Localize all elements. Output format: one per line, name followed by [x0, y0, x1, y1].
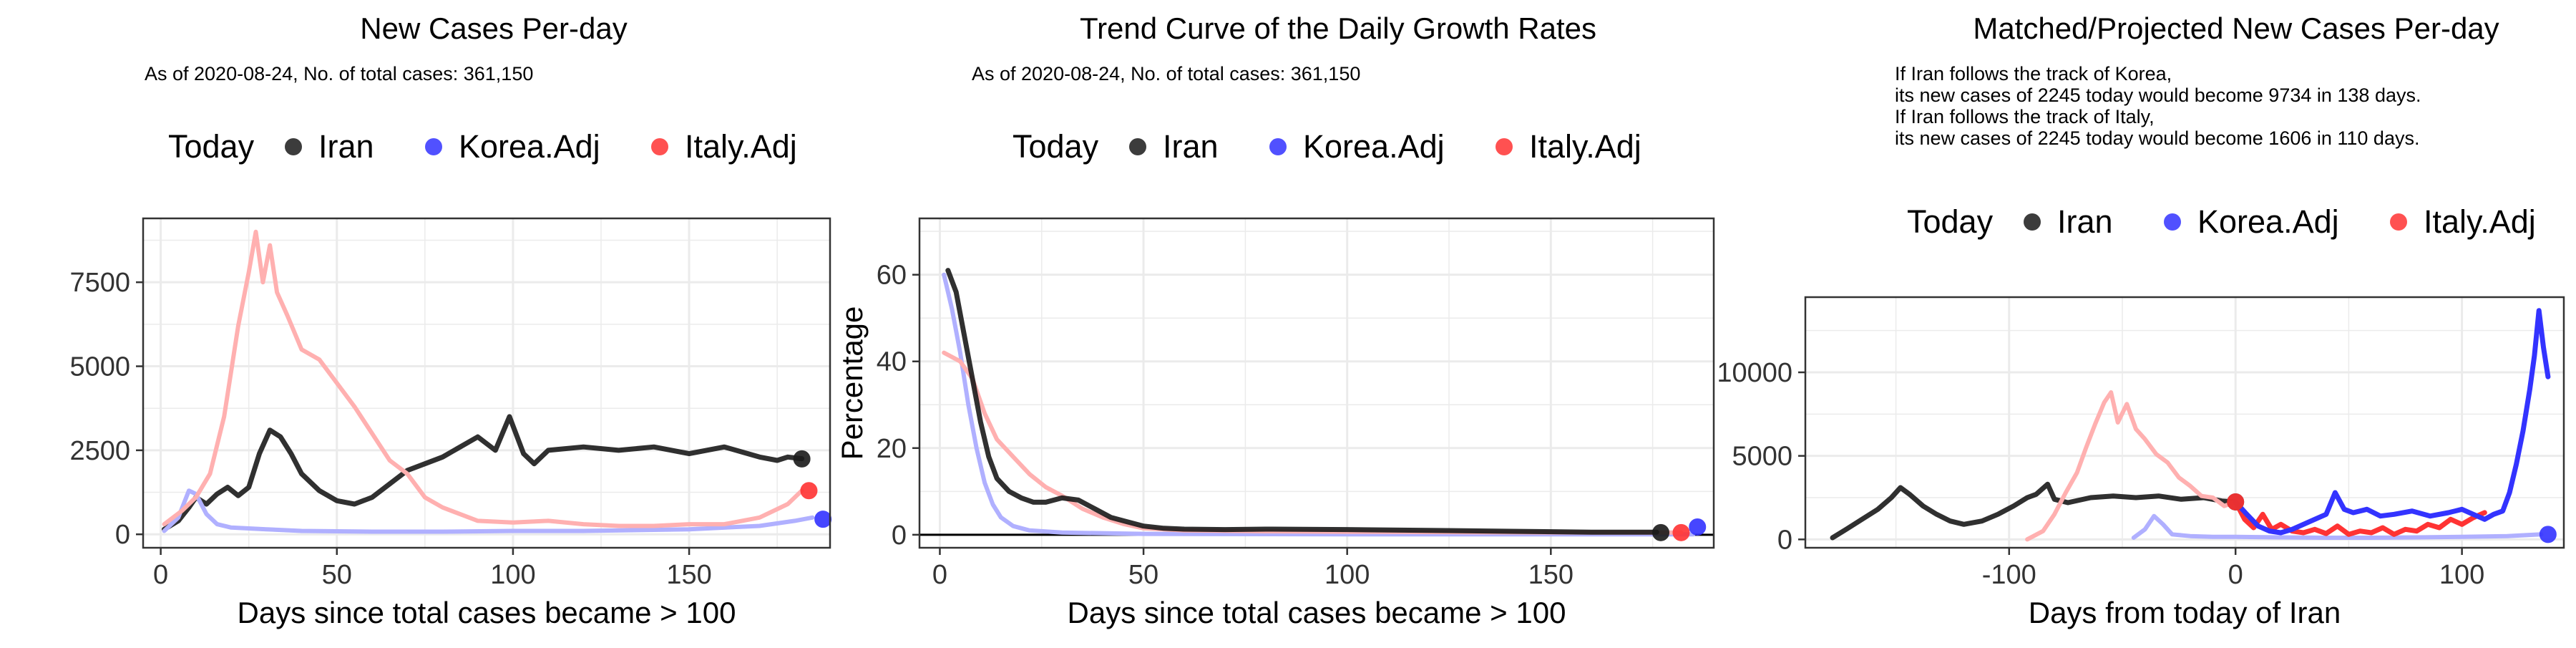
y-tick-label: 40: [877, 347, 907, 377]
chart-subtitle-line: If Iran follows the track of Korea,: [1895, 63, 2172, 84]
y-tick-label: 10000: [1717, 358, 1792, 388]
today-point-italy: [800, 482, 818, 500]
series-line-italy_ref: [162, 229, 804, 528]
chart-subtitle-line: If Iran follows the track of Italy,: [1895, 106, 2155, 127]
legend: Today Iran Korea.Adj Italy.Adj: [168, 128, 797, 165]
legend-label-korea: Korea.Adj: [1303, 128, 1445, 165]
today-point-korea: [2539, 526, 2557, 543]
legend-title: Today: [168, 128, 255, 165]
legend-key-italy: [651, 138, 668, 155]
legend-key-iran: [285, 138, 302, 155]
x-tick-label: 100: [2439, 560, 2484, 590]
series-line-korea_ref: [2131, 513, 2544, 540]
legend-key-iran: [2024, 213, 2041, 231]
panel-3: Matched/Projected New Cases Per-day If Ir…: [1717, 11, 2565, 629]
x-axis-title: Days since total cases became > 100: [1068, 596, 1566, 629]
chart-subtitle-line: its new cases of 2245 today would become…: [1895, 127, 2419, 149]
plot-border: [142, 217, 831, 549]
x-tick-label: 50: [1128, 560, 1158, 590]
plot-border: [1804, 296, 2565, 549]
x-tick-label: 0: [153, 560, 168, 590]
y-tick-label: 5000: [1732, 442, 1792, 472]
y-tick-label: 0: [115, 520, 130, 550]
legend-title: Today: [1013, 128, 1099, 165]
x-tick-label: 100: [1324, 560, 1370, 590]
series-line-iran: [162, 414, 805, 532]
series-line-iran: [945, 268, 1659, 535]
x-tick-label: -100: [1982, 560, 2036, 590]
y-axis-title: Percentage: [835, 306, 869, 460]
x-tick-label: 150: [666, 560, 711, 590]
y-tick-label: 0: [892, 521, 907, 551]
panel-2: Trend Curve of the Daily Growth Rates As …: [835, 11, 1715, 629]
today-point-iran: [1652, 523, 1669, 541]
x-tick-label: 150: [1528, 560, 1574, 590]
legend-label-iran: Iran: [1163, 128, 1219, 165]
x-tick-label: 50: [322, 560, 352, 590]
panel-1: New Cases Per-day As of 2020-08-24, No. o…: [69, 11, 832, 629]
plot-border: [918, 217, 1715, 549]
x-tick-label: 0: [932, 560, 947, 590]
series-line-italy_ref: [2025, 390, 2238, 542]
legend-label-korea: Korea.Adj: [2197, 203, 2339, 240]
legend: Today Iran Korea.Adj Italy.Adj: [1907, 203, 2536, 240]
series-line-iran: [1830, 481, 2238, 541]
legend-key-korea: [425, 138, 442, 155]
legend-title: Today: [1907, 203, 1994, 240]
y-tick-label: 5000: [69, 352, 130, 382]
chart-title: Matched/Projected New Cases Per-day: [1973, 11, 2499, 45]
legend-key-korea: [1269, 138, 1287, 155]
y-tick-label: 20: [877, 434, 907, 464]
x-axis-title: Days since total cases became > 100: [238, 596, 736, 629]
legend-label-iran: Iran: [2057, 203, 2113, 240]
chart-title: Trend Curve of the Daily Growth Rates: [1080, 11, 1596, 45]
legend: Today Iran Korea.Adj Italy.Adj: [1013, 128, 1641, 165]
series-line-korea_ref: [942, 272, 1696, 537]
plot-area: [1805, 297, 2564, 548]
y-tick-label: 7500: [69, 268, 130, 298]
legend-key-iran: [1129, 138, 1146, 155]
today-point-iran: [793, 450, 811, 468]
legend-key-italy: [1496, 138, 1513, 155]
legend-label-iran: Iran: [318, 128, 374, 165]
legend-label-italy: Italy.Adj: [685, 128, 797, 165]
legend-label-italy: Italy.Adj: [1529, 128, 1641, 165]
legend-key-italy: [2390, 213, 2407, 231]
chart-title: New Cases Per-day: [360, 11, 627, 45]
chart-subtitle-line: As of 2020-08-24, No. of total cases: 36…: [145, 63, 533, 84]
x-axis-title: Days from today of Iran: [2029, 596, 2341, 629]
series-line-korea: [2233, 308, 2551, 536]
today-point-italy: [2227, 493, 2245, 511]
x-tick-label: 0: [2228, 560, 2243, 590]
y-tick-label: 2500: [69, 436, 130, 466]
y-tick-label: 0: [1777, 525, 1792, 555]
legend-key-korea: [2164, 213, 2181, 231]
plot-area: [143, 218, 830, 548]
chart-subtitle-line: As of 2020-08-24, No. of total cases: 36…: [972, 63, 1360, 84]
today-point-korea: [1689, 518, 1707, 536]
series-line-korea_ref: [162, 488, 815, 534]
legend-label-korea: Korea.Adj: [459, 128, 600, 165]
plot-area: [919, 218, 1714, 548]
chart-subtitle-line: its new cases of 2245 today would become…: [1895, 84, 2421, 106]
today-point-korea: [814, 511, 832, 528]
y-tick-label: 60: [877, 261, 907, 291]
series-line-italy: [2233, 499, 2487, 537]
today-point-italy: [1672, 523, 1690, 541]
legend-label-italy: Italy.Adj: [2424, 203, 2536, 240]
x-tick-label: 100: [490, 560, 535, 590]
